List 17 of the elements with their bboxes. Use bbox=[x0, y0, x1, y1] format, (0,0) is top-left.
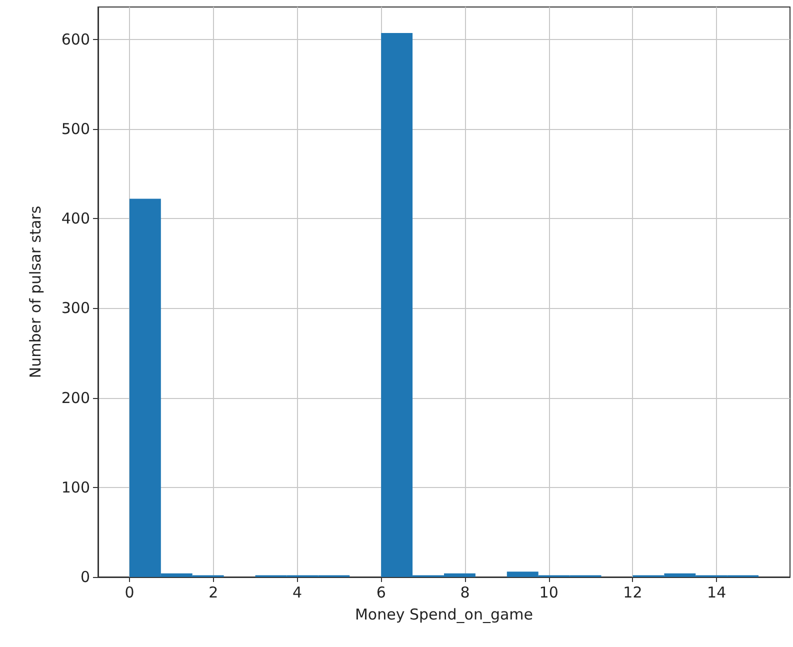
x-tick-label: 10 bbox=[539, 584, 558, 602]
y-tick-label: 600 bbox=[61, 30, 90, 48]
y-tick-label: 400 bbox=[61, 210, 90, 228]
x-tick-label: 12 bbox=[623, 584, 642, 602]
x-tick-label: 0 bbox=[124, 584, 134, 602]
x-tick-label: 6 bbox=[376, 584, 386, 602]
y-tick-label: 0 bbox=[80, 568, 90, 586]
x-tick-label: 8 bbox=[460, 584, 470, 602]
x-axis-title: Money Spend_on_game bbox=[354, 606, 534, 624]
y-tick-label: 300 bbox=[61, 299, 90, 318]
y-axis-title: Number of pulsar stars bbox=[26, 206, 44, 378]
y-tick-label: 200 bbox=[61, 388, 90, 407]
x-tick-label: 4 bbox=[292, 584, 302, 602]
y-tick-label: 500 bbox=[61, 120, 90, 138]
y-tick-label: 100 bbox=[61, 478, 90, 496]
x-tick-label: 14 bbox=[707, 584, 726, 602]
x-tick-label: 2 bbox=[208, 584, 218, 602]
